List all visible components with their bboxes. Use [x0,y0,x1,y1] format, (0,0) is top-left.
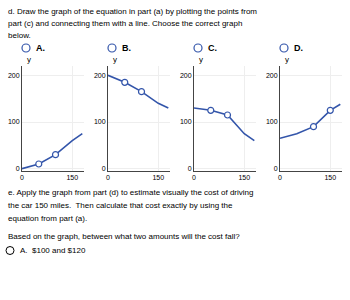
svg-text:below.: below. [8,31,31,40]
svg-text:y: y [199,55,203,64]
svg-text:200: 200 [266,72,278,79]
svg-text:B.: B. [122,43,131,53]
svg-text:e. Apply the graph from part (: e. Apply the graph from part (d) to esti… [8,188,253,197]
svg-text:the car 150 miles. Then calcu: the car 150 miles. Then calculate that c… [8,201,233,210]
svg-text:0: 0 [102,165,106,172]
svg-text:0: 0 [16,165,20,172]
svg-text:d. Draw the graph of the equat: d. Draw the graph of the equation in par… [8,7,257,16]
svg-text:150: 150 [238,174,250,181]
svg-text:A. $100 and $120: A. $100 and $120 [20,246,86,255]
svg-text:y: y [27,55,31,64]
svg-text:y: y [113,55,117,64]
svg-text:0: 0 [274,165,278,172]
svg-text:part (c) and connecting them w: part (c) and connecting them with a line… [8,19,242,28]
svg-text:100: 100 [94,118,106,125]
svg-text:200: 200 [94,72,106,79]
svg-text:150: 150 [66,174,78,181]
svg-text:0: 0 [192,174,196,181]
svg-text:100: 100 [8,118,20,125]
svg-text:y: y [285,55,289,64]
svg-text:100: 100 [266,118,278,125]
svg-text:0: 0 [278,174,282,181]
svg-text:150: 150 [324,174,336,181]
svg-text:150: 150 [152,174,164,181]
svg-text:200: 200 [180,72,192,79]
svg-text:A.: A. [36,43,45,53]
svg-text:equation from part (a).: equation from part (a). [8,214,87,223]
svg-text:Based on the graph, between wh: Based on the graph, between what two amo… [8,232,240,241]
svg-text:0: 0 [106,174,110,181]
svg-text:0: 0 [188,165,192,172]
svg-text:0: 0 [20,174,24,181]
svg-text:100: 100 [180,118,192,125]
svg-text:D.: D. [294,43,303,53]
svg-text:200: 200 [8,72,20,79]
svg-text:C.: C. [208,43,217,53]
